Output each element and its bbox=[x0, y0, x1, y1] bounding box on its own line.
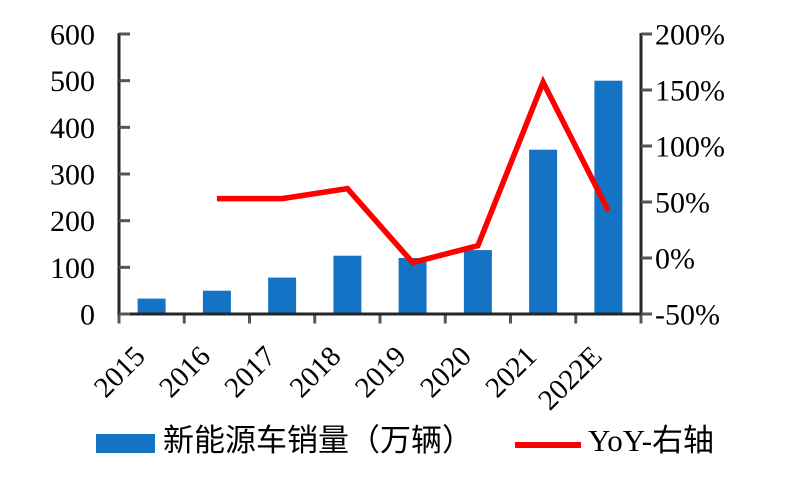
bar-2021 bbox=[529, 149, 558, 314]
legend: 新能源车销量（万辆） YoY-右轴 bbox=[96, 423, 714, 458]
left-tick-label-100: 100 bbox=[50, 252, 95, 285]
bar-2015 bbox=[137, 298, 166, 314]
left-tick-label-400: 400 bbox=[50, 112, 95, 145]
legend-line-label: YoY-右轴 bbox=[588, 423, 714, 458]
right-tick-label-50%: 50% bbox=[655, 187, 710, 220]
x-label-2020: 2020 bbox=[414, 340, 478, 404]
bar-2016 bbox=[202, 290, 231, 314]
axes-group bbox=[117, 33, 643, 316]
yoy-line-group bbox=[216, 75, 611, 266]
x-label-2019: 2019 bbox=[349, 340, 413, 404]
yoy-line bbox=[216, 75, 611, 266]
left-tick-label-0: 0 bbox=[80, 299, 95, 332]
bar-series-group bbox=[137, 80, 623, 314]
right-tick-label--50%: -50% bbox=[655, 299, 720, 332]
right-tick-label-0%: 0% bbox=[655, 243, 695, 276]
left-tick-label-500: 500 bbox=[50, 65, 95, 98]
right-tick-label-200%: 200% bbox=[655, 19, 725, 52]
x-label-2017: 2017 bbox=[218, 340, 282, 404]
left-axis-ticks: 0 100 200 300 400 500 600 bbox=[50, 19, 130, 332]
right-axis-ticks: -50% 0% 50% 100% 150% 200% bbox=[641, 19, 725, 332]
right-tick-label-150%: 150% bbox=[655, 75, 725, 108]
bar-2017 bbox=[268, 277, 297, 314]
bar-2018 bbox=[333, 255, 362, 314]
legend-bar-swatch bbox=[96, 434, 155, 453]
legend-bar-label: 新能源车销量（万辆） bbox=[163, 423, 473, 458]
x-label-2015: 2015 bbox=[88, 340, 152, 404]
left-tick-label-600: 600 bbox=[50, 19, 95, 52]
x-label-2022E: 2022E bbox=[532, 340, 608, 416]
x-label-2016: 2016 bbox=[153, 340, 217, 404]
bar-2019 bbox=[398, 258, 427, 314]
bar-2020 bbox=[463, 250, 492, 314]
left-tick-label-200: 200 bbox=[50, 205, 95, 238]
left-tick-label-300: 300 bbox=[50, 159, 95, 192]
right-tick-label-100%: 100% bbox=[655, 131, 725, 164]
x-label-2018: 2018 bbox=[284, 340, 348, 404]
x-axis-ticks bbox=[117, 315, 643, 324]
